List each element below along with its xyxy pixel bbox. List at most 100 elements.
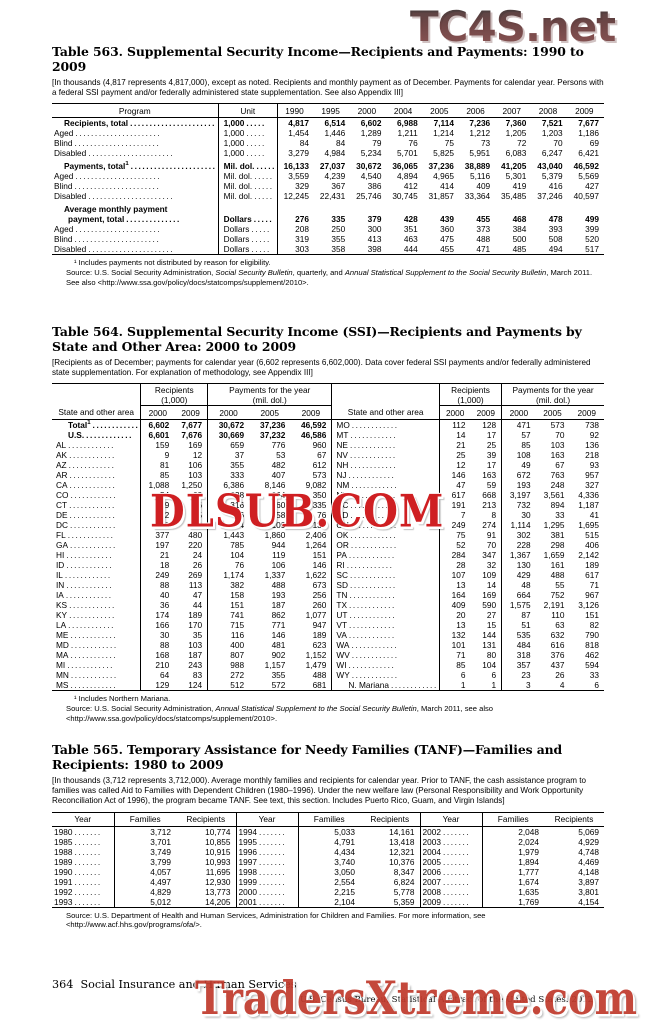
cell-value: 40 <box>140 590 175 601</box>
row-label-state: WV............ <box>331 650 440 661</box>
row-label-state: AZ............ <box>56 460 116 471</box>
table-row: 1985....... 3,701 10,855 1995....... 4,791 13… <box>52 836 604 847</box>
cell-value: 64 <box>140 670 175 681</box>
cell-value: 7,677 <box>181 420 203 431</box>
cell-value: 355 <box>271 670 286 681</box>
cell-value: 6,602 <box>140 419 175 431</box>
cell-value: 1,659 <box>543 550 565 561</box>
row-label-state: PA............ <box>331 550 440 561</box>
col-2005: 2005 <box>430 105 449 116</box>
table-565-headnote: [In thousands (3,712 represents 3,712,00… <box>52 776 587 806</box>
cell-value: 189 <box>585 560 599 571</box>
cell-value: 481 <box>271 640 286 651</box>
row-label-program: Blind...................... <box>54 234 161 245</box>
table-564-block: Table 564. Supplemental Security Income … <box>52 324 604 723</box>
cell-value: 248 <box>550 480 565 491</box>
cell-value: 1,152 <box>305 650 327 661</box>
cell-value: 73 <box>480 138 491 149</box>
cell-value: 1 <box>470 680 502 692</box>
cell-value: 49 <box>501 460 536 471</box>
cell-value: 249 <box>438 520 471 531</box>
cell-value: 4,817 <box>277 117 314 129</box>
cell-value: 84 <box>277 138 314 149</box>
row-label-state: NV............ <box>331 450 440 461</box>
table-row: MD............ 88 103 400 481 623 WA..........… <box>52 640 604 651</box>
cell-value: 1,575 <box>501 600 536 611</box>
cell-value: 318 <box>501 650 536 661</box>
row-label-state: NJ............ <box>331 470 440 481</box>
col-2007: 2007 <box>502 105 522 116</box>
cell-value: 55 <box>555 580 565 591</box>
cell-value: 573 <box>312 470 327 481</box>
cell-value: 1,203 <box>541 128 563 139</box>
row-label-state: DE............ <box>56 510 117 521</box>
cell-value: 12 <box>192 450 203 461</box>
cell-value: 2,142 <box>578 550 599 561</box>
cell-value: 499 <box>585 214 599 225</box>
cell-value: 30,672 <box>356 161 382 172</box>
col565-year-2: Year <box>235 812 298 827</box>
cell-value: 5,379 <box>541 171 563 182</box>
row-label-state: NE............ <box>331 440 440 451</box>
row-label-state: AL............ <box>56 440 116 451</box>
table-row: CT............ 49 56 316 360 335 NC...........… <box>52 500 604 511</box>
cell-value: 158 <box>207 590 250 601</box>
cell-value: 46,586 <box>301 430 327 441</box>
cell-value: 590 <box>482 600 497 611</box>
table-563-source: Source: U.S. Social Security Administrat… <box>52 268 604 287</box>
row-unit: Dollars..... <box>217 224 278 235</box>
cell-recipients: 13,773 <box>205 886 231 897</box>
cell-value: 1,114 <box>501 520 536 531</box>
cell-value: 103 <box>550 440 565 451</box>
cell-value: 807 <box>207 650 250 661</box>
cell-value: 1,695 <box>578 520 599 531</box>
cell-value: 478 <box>548 214 563 225</box>
row-label-state: MD............ <box>56 640 118 651</box>
cell-value: 228 <box>501 540 536 551</box>
row-label-state: WA............ <box>331 640 440 651</box>
cell-value: 357 <box>501 660 536 671</box>
cell-value: 124 <box>174 680 208 692</box>
cell-families: 1,674 <box>481 876 544 887</box>
cell-value: 161 <box>550 560 565 571</box>
cell-value: 3,561 <box>543 490 565 501</box>
grp-payments-right-unit: (mil. dol.) <box>536 394 571 405</box>
cell-value: 333 <box>207 470 250 481</box>
grp-payments-left: Payments for the year (mil. dol.) <box>207 383 332 406</box>
cell-recipients: 10,376 <box>389 856 415 867</box>
row-unit: 1,000..... <box>217 128 278 139</box>
grp-recipients-left: Recipients (1,000) <box>140 383 208 406</box>
cell-recipients: 3,897 <box>578 876 599 887</box>
row-label-state: VA............ <box>331 630 440 641</box>
cell-value: 298 <box>550 540 565 551</box>
table-row: Recipients, total...................... 1… <box>52 117 604 129</box>
sub-l-p2009: 2009 <box>290 405 332 420</box>
src-it1: Social Security Bulletin <box>215 268 293 277</box>
cell-value: 169 <box>188 440 203 451</box>
table-row: MI............ 210 243 988 1,157 1,479 WI.....… <box>52 660 604 671</box>
sub-r-p2005: 2005 <box>535 405 570 420</box>
cell-value: 463 <box>403 234 418 245</box>
sub-l-p2000: 2000 <box>207 405 250 420</box>
row-label-state: MA............ <box>56 650 118 661</box>
cell-value: 535 <box>501 630 536 641</box>
row-label-state: CO............ <box>56 490 118 501</box>
cell-families: 5,012 <box>113 896 176 908</box>
cell-value: 763 <box>550 470 565 481</box>
cell-value: 429 <box>501 570 536 581</box>
table-row: Aged...................... 1,000..... 1,45… <box>52 128 604 139</box>
row-label-year: 2002....... <box>419 826 482 837</box>
table-row: AL............ 159 169 659 776 960 NE.........… <box>52 440 604 451</box>
cell-value: 228 <box>207 490 250 501</box>
row-label-state: U.S............. <box>68 430 134 441</box>
grp-payments-right-label: Payments for the year <box>512 385 594 396</box>
cell-value: 373 <box>476 224 491 235</box>
cell-value: 4 <box>535 680 570 692</box>
cell-value: 4,965 <box>433 171 454 182</box>
cell-value: 1,454 <box>277 128 314 139</box>
cell-value: 894 <box>550 500 565 511</box>
row-label-state: Total1............ <box>68 420 140 431</box>
cell-value: 6 <box>569 680 604 692</box>
cell-value: 790 <box>585 630 599 641</box>
cell-value: 48 <box>501 580 536 591</box>
